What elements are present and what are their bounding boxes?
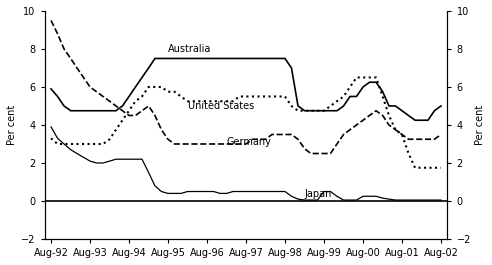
Text: Germany: Germany <box>227 137 272 147</box>
Text: Australia: Australia <box>168 44 212 54</box>
Y-axis label: Per cent: Per cent <box>7 105 17 145</box>
Text: United States: United States <box>187 101 254 111</box>
Y-axis label: Per cent: Per cent <box>475 105 485 145</box>
Text: Japan: Japan <box>305 189 332 199</box>
